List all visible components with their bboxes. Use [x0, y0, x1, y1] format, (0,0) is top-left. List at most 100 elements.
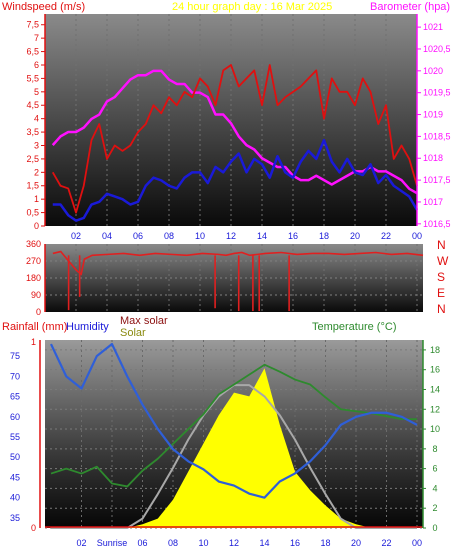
- wind-tick-label: 3: [34, 140, 39, 150]
- wind-x-ticks: 02 04 06 08 10 12 14 16 18 20 22 00: [71, 231, 422, 241]
- wind-x-tick-label: 06: [133, 231, 143, 241]
- wind-x-tick-label: 02: [71, 231, 81, 241]
- baro-tick-label: 1021: [423, 22, 443, 32]
- wind-left-ticks: 0 0,5 1 1,5 2 2,5 3 3,5 4 4,5 5 5,5 6 6,5 7 7,5: [26, 20, 45, 231]
- baro-tick-label: 1019,5: [423, 88, 451, 98]
- wind-tick-label: 4: [34, 114, 39, 124]
- temperature-line: [50, 363, 417, 488]
- wind-tick-label: 3,5: [26, 127, 39, 137]
- climate-x-tick-label: 08: [168, 538, 178, 548]
- winddir-tick-label: 180: [26, 273, 41, 283]
- compass-label: S: [437, 270, 445, 284]
- temperature-tick-label: 2: [432, 503, 437, 513]
- humidity-tick-label: 75: [10, 351, 20, 361]
- climate-x-tick-label: 06: [137, 538, 147, 548]
- rain-axis-label: Rainfall (mm): [2, 321, 67, 333]
- humidity-tick-label: 65: [10, 392, 20, 402]
- wind-tick-label: 5,5: [26, 73, 39, 83]
- baro-tick-label: 1019: [423, 110, 443, 120]
- solar-area: [51, 368, 417, 528]
- wind-grid: [75, 14, 418, 226]
- climate-x-tick-label: 12: [229, 538, 239, 548]
- temperature-ticks: 0 2 4 6 8 10 12 14 16 18: [423, 345, 440, 533]
- humidity-tick-label: 45: [10, 472, 20, 482]
- climate-x-tick-label: 14: [259, 538, 269, 548]
- climate-x-tick-label: Sunrise: [97, 538, 128, 548]
- winddir-left-ticks: 0 90 180 270 360: [26, 239, 41, 317]
- climate-x-tick-label: 16: [290, 538, 300, 548]
- climate-x-tick-label: 18: [320, 538, 330, 548]
- temperature-tick-label: 16: [430, 365, 440, 375]
- wind-axis-label: Windspeed (m/s): [2, 1, 85, 13]
- winddir-series-group: [52, 250, 424, 312]
- winddir-tick-label: 90: [31, 290, 41, 300]
- temperature-tick-label: 0: [432, 523, 437, 533]
- baro-axis-label: Barometer (hpa): [370, 1, 450, 13]
- climate-x-tick-label: 02: [76, 538, 86, 548]
- wind-tick-label: 6: [34, 60, 39, 70]
- humidity-tick-label: 55: [10, 432, 20, 442]
- compass-label: W: [437, 254, 449, 268]
- compass-label: N: [437, 238, 446, 252]
- winddir-tick-label: 270: [26, 256, 41, 266]
- baro-right-ticks: 1016,5 1017 1017,5 1018 1018,5 1019 1019,5 1020…: [417, 22, 451, 229]
- wind-x-tick-label: 04: [102, 231, 112, 241]
- temperature-tick-label: 18: [430, 345, 440, 355]
- wind-x-tick-label: 08: [164, 231, 174, 241]
- climate-x-tick-label: 20: [351, 538, 361, 548]
- rain-tick-label: 0: [31, 523, 36, 533]
- wind-series-group: [51, 64, 419, 222]
- climate-x-tick-label: 00: [412, 538, 422, 548]
- wind-x-tick-label: 14: [257, 231, 267, 241]
- humidity-tick-label: 60: [10, 412, 20, 422]
- rain-tick-label: 1: [31, 337, 36, 347]
- wind-tick-label: 2: [34, 167, 39, 177]
- temperature-tick-label: 6: [432, 464, 437, 474]
- climate-series-group: [45, 342, 423, 529]
- temperature-tick-label: 8: [432, 444, 437, 454]
- temperature-tick-label: 14: [430, 384, 440, 394]
- compass-label: N: [437, 302, 446, 316]
- max-solar-label: Max solar: [120, 315, 168, 327]
- humidity-tick-label: 40: [10, 493, 20, 503]
- baro-tick-label: 1017: [423, 197, 443, 207]
- baro-tick-label: 1020: [423, 66, 443, 76]
- humidity-ticks: 35 40 45 50 55 60 65 70 75: [10, 351, 20, 523]
- humidity-tick-label: 50: [10, 452, 20, 462]
- barometer-line: [51, 69, 418, 195]
- winddir-tick-label: 0: [36, 307, 41, 317]
- wind-tick-label: 0: [34, 221, 39, 231]
- baro-tick-label: 1016,5: [423, 219, 451, 229]
- wind-tick-label: 2,5: [26, 154, 39, 164]
- wind-x-tick-label: 18: [319, 231, 329, 241]
- wind-tick-label: 1,5: [26, 181, 39, 191]
- wind-tick-label: 4,5: [26, 100, 39, 110]
- wind-avg-line: [52, 138, 419, 222]
- wind-x-tick-label: 10: [195, 231, 205, 241]
- temperature-tick-label: 4: [432, 483, 437, 493]
- baro-tick-label: 1018: [423, 153, 443, 163]
- baro-tick-label: 1020,5: [423, 44, 451, 54]
- climate-x-ticks: 02 Sunrise 06 08 10 12 14 16 18 20 22 00: [76, 538, 422, 548]
- climate-x-tick-label: 22: [381, 538, 391, 548]
- climate-x-tick-label: 10: [198, 538, 208, 548]
- temperature-axis-label: Temperature (°C): [312, 321, 396, 333]
- baro-tick-label: 1018,5: [423, 131, 451, 141]
- wind-tick-label: 7: [34, 33, 39, 43]
- wind-x-tick-label: 22: [381, 231, 391, 241]
- wind-x-tick-label: 12: [226, 231, 236, 241]
- temperature-tick-label: 10: [430, 424, 440, 434]
- wind-gust-line: [51, 64, 418, 214]
- wind-x-tick-label: 00: [412, 231, 422, 241]
- solar-label: Solar: [120, 327, 146, 339]
- humidity-line: [50, 342, 418, 499]
- rain-ticks: 01: [31, 337, 36, 533]
- winddir-tick-label: 360: [26, 239, 41, 249]
- wind-chart-title: 24 hour graph day : 16 Mar 2025: [172, 1, 332, 13]
- wind-tick-label: 7,5: [26, 20, 39, 30]
- wind-x-tick-label: 20: [350, 231, 360, 241]
- wind-tick-label: 1: [34, 194, 39, 204]
